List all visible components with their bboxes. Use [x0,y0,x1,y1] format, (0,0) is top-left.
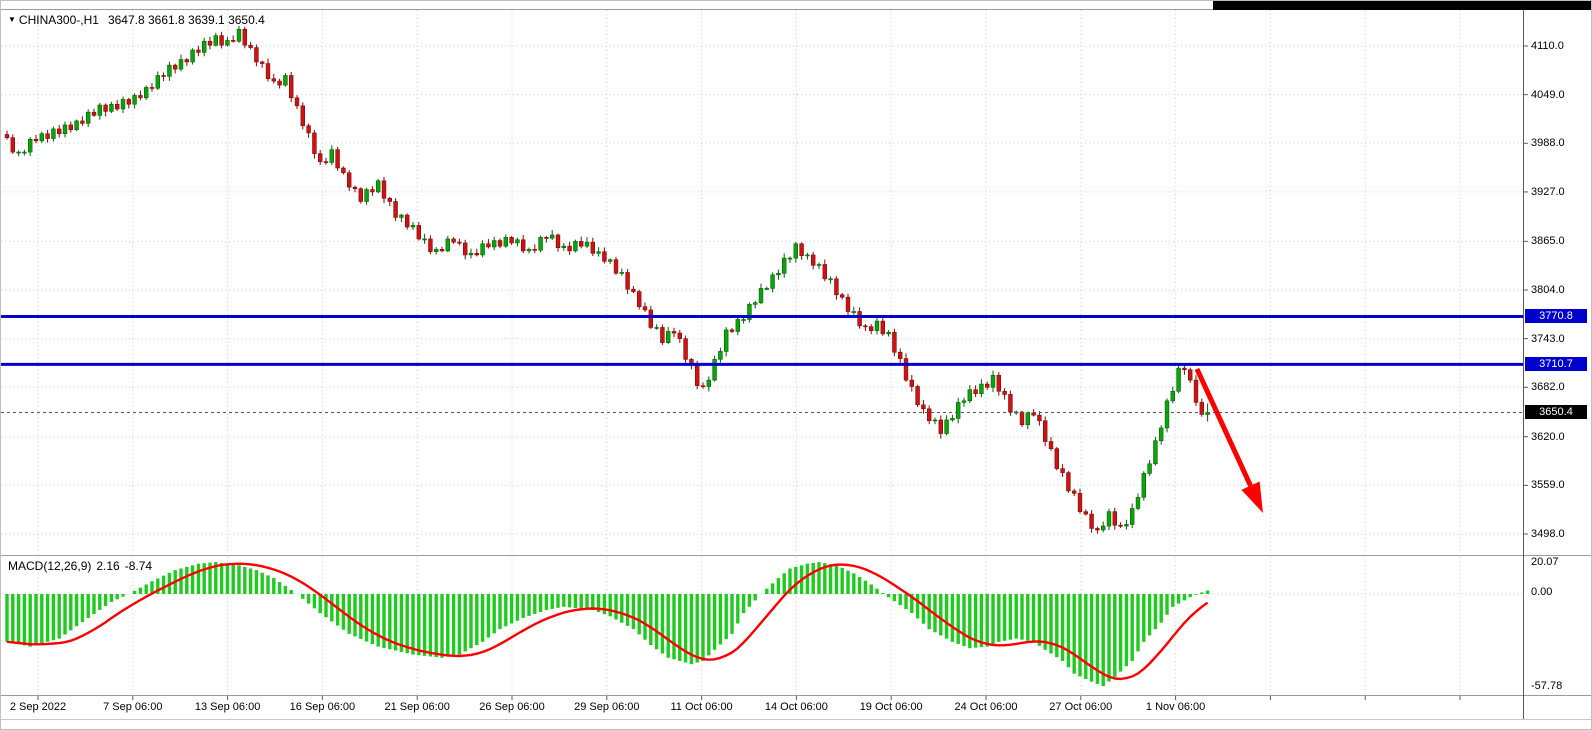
trend-arrow [1194,367,1263,513]
indicator-label: MACD(12,26,9) [8,559,92,573]
time-axis[interactable] [1,696,1523,720]
macd-histogram [5,562,1210,687]
indicator-main-value: 2.16 [96,559,120,573]
price-axis[interactable] [1524,10,1591,696]
macd-signal-line [6,562,1209,681]
symbol-marker-icon: ▼ [8,15,16,24]
indicator-info: MACD(12,26,9) 2.16 -8.74 [8,559,157,573]
gridlines [1,10,1523,694]
candles-layer [4,25,1210,534]
indicator-signal-value: -8.74 [124,559,153,573]
symbol-info: ▼ CHINA300-,H1 3647.8 3661.8 3639.1 3650.4 [8,13,265,27]
window-chrome-strip [1213,1,1591,10]
ohlc-readout: 3647.8 3661.8 3639.1 3650.4 [107,13,265,27]
symbol-title: CHINA300-,H1 [18,13,99,27]
